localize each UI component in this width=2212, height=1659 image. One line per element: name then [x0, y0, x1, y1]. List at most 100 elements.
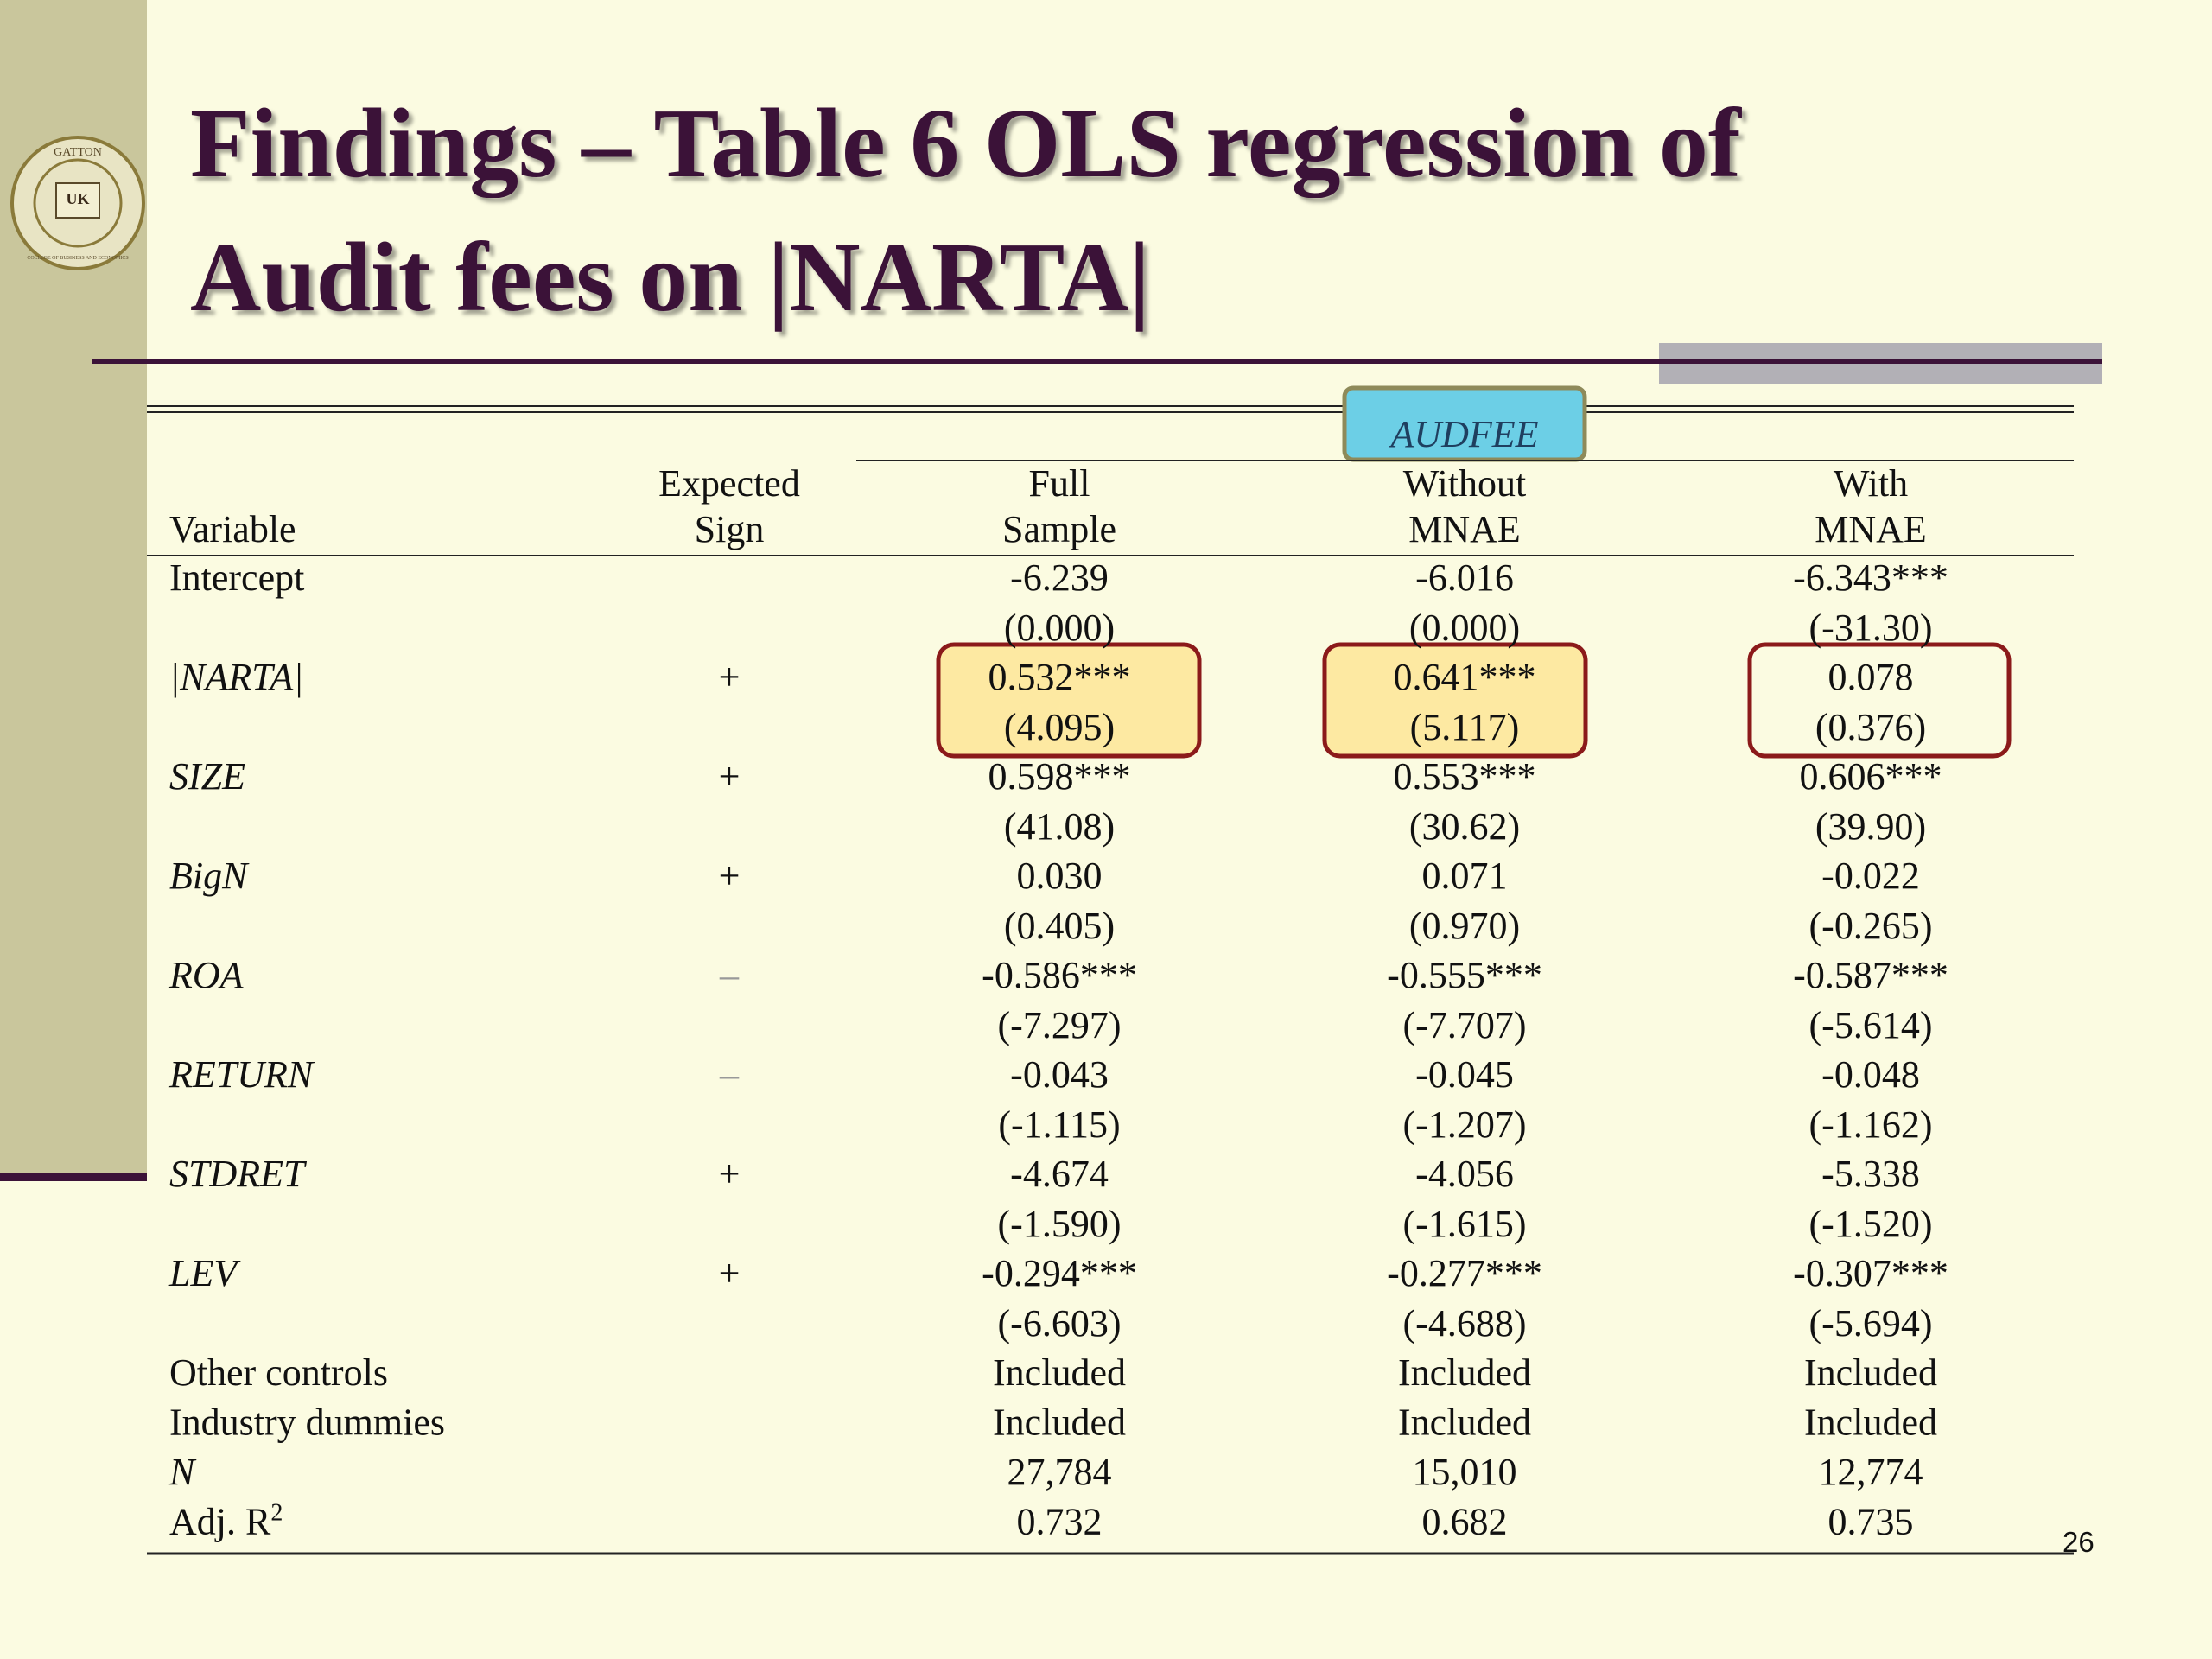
cell-value: -0.586***	[982, 954, 1137, 996]
cell-value: -0.048	[1821, 1053, 1920, 1096]
logo-bottom: COLLEGE OF BUSINESS AND ECONOMICS	[27, 256, 128, 261]
cell-tstat: (-5.614)	[1809, 1004, 1933, 1046]
cell-value: 0.532***	[988, 656, 1131, 698]
cell-value: -0.307***	[1793, 1252, 1948, 1294]
row-label: Other controls	[169, 1351, 388, 1394]
cell-tstat: (-0.265)	[1809, 905, 1933, 947]
logo-center: UK	[67, 190, 90, 207]
header-column: Without	[1403, 462, 1526, 505]
cell-value: -0.022	[1821, 855, 1920, 897]
logo-shield	[55, 182, 100, 219]
cell-value: Included	[993, 1402, 1126, 1444]
cell-tstat: (0.376)	[1815, 706, 1926, 748]
cell-tstat: (-1.162)	[1809, 1103, 1933, 1146]
cell-tstat: (-1.520)	[1809, 1203, 1933, 1245]
cell-value: 15,010	[1413, 1451, 1517, 1493]
cell-value: Included	[1398, 1402, 1531, 1444]
row-label: Adj. R2	[169, 1500, 283, 1543]
cell-tstat: (5.117)	[1410, 706, 1520, 748]
cell-value: Included	[993, 1351, 1126, 1394]
header-column: With	[1834, 462, 1908, 505]
logo: GATTON UK COLLEGE OF BUSINESS AND ECONOM…	[10, 136, 145, 270]
title-line: Findings – Table 6 OLS regression of	[190, 88, 1743, 198]
header-column: Full	[1029, 462, 1090, 505]
cell-tstat: (-7.297)	[998, 1004, 1122, 1046]
cell-tstat: (30.62)	[1409, 805, 1520, 848]
cell-tstat: (-5.694)	[1809, 1302, 1933, 1344]
cell-value: -0.294***	[982, 1252, 1137, 1294]
cell-value: -0.587***	[1793, 954, 1948, 996]
row-label: BigN	[169, 855, 250, 897]
title-rule	[92, 359, 2102, 364]
row-label-sup: 2	[270, 1500, 283, 1527]
logo-top: GATTON	[54, 146, 102, 159]
cell-tstat: (0.405)	[1004, 905, 1115, 947]
highlight-box	[1322, 642, 1588, 759]
header-sign: Sign	[695, 508, 765, 550]
cell-value: 0.641***	[1394, 656, 1536, 698]
row-label: SIZE	[169, 755, 245, 798]
cell-value: -0.555***	[1387, 954, 1542, 996]
cell-value: -0.045	[1415, 1053, 1514, 1096]
cell-tstat: (-6.603)	[998, 1302, 1122, 1344]
cell-value: -5.338	[1821, 1153, 1920, 1195]
cell-value: 0.732	[1017, 1501, 1103, 1543]
header-sign: Expected	[658, 462, 800, 505]
header-column: Sample	[1002, 508, 1116, 550]
row-label: RETURN	[168, 1053, 315, 1096]
cell-value: Included	[1804, 1402, 1937, 1444]
page-number: 26	[2063, 1526, 2094, 1558]
row-sign: –	[719, 1053, 740, 1096]
row-label: |NARTA|	[169, 656, 303, 698]
cell-value: 0.598***	[988, 755, 1131, 798]
cell-value: 0.071	[1422, 855, 1508, 897]
cell-value: -6.343***	[1793, 556, 1948, 599]
group-label: AUDFEE	[1388, 413, 1538, 455]
cell-value: -4.674	[1010, 1153, 1109, 1195]
cell-value: 0.682	[1422, 1501, 1508, 1543]
row-label: Intercept	[169, 556, 304, 599]
row-sign: +	[719, 855, 741, 897]
cell-value: -0.277***	[1387, 1252, 1542, 1294]
cell-tstat: (-31.30)	[1809, 607, 1933, 649]
row-sign: –	[719, 954, 740, 996]
side-bar-line	[0, 1173, 147, 1181]
cell-value: 0.030	[1017, 855, 1103, 897]
cell-tstat: (-1.615)	[1403, 1203, 1527, 1245]
cell-tstat: (0.970)	[1409, 905, 1520, 947]
row-label: Industry dummies	[169, 1402, 445, 1444]
cell-value: 0.078	[1828, 656, 1914, 698]
header-column: MNAE	[1408, 508, 1521, 550]
row-label: N	[168, 1451, 197, 1493]
cell-tstat: (0.000)	[1004, 607, 1115, 649]
cell-tstat: (-1.590)	[998, 1203, 1122, 1245]
cell-value: 12,774	[1819, 1451, 1923, 1493]
header-variable: Variable	[169, 508, 296, 550]
title-line: Audit fees on |NARTA|	[190, 222, 1150, 332]
row-sign: +	[719, 1252, 741, 1294]
row-label: ROA	[168, 954, 245, 996]
highlight-box	[936, 642, 1202, 759]
header-column: MNAE	[1815, 508, 1927, 550]
logo-inner	[33, 158, 123, 248]
row-label: LEV	[168, 1252, 241, 1294]
cell-tstat: (0.000)	[1409, 607, 1520, 649]
cell-value: -6.239	[1010, 556, 1109, 599]
cell-value: -6.016	[1415, 556, 1514, 599]
cell-tstat: (-1.207)	[1403, 1103, 1527, 1146]
cell-tstat: (4.095)	[1004, 706, 1115, 748]
cell-value: Included	[1398, 1351, 1531, 1394]
row-label: STDRET	[169, 1153, 308, 1195]
cell-value: 0.553***	[1394, 755, 1536, 798]
row-sign: +	[719, 755, 741, 798]
cell-tstat: (-7.707)	[1403, 1004, 1527, 1046]
cell-value: Included	[1804, 1351, 1937, 1394]
cell-value: 27,784	[1007, 1451, 1112, 1493]
cell-value: -0.043	[1010, 1053, 1109, 1096]
row-sign: +	[719, 1153, 741, 1195]
cell-tstat: (39.90)	[1815, 805, 1926, 848]
cell-tstat: (-4.688)	[1403, 1302, 1527, 1344]
cell-tstat: (41.08)	[1004, 805, 1115, 848]
